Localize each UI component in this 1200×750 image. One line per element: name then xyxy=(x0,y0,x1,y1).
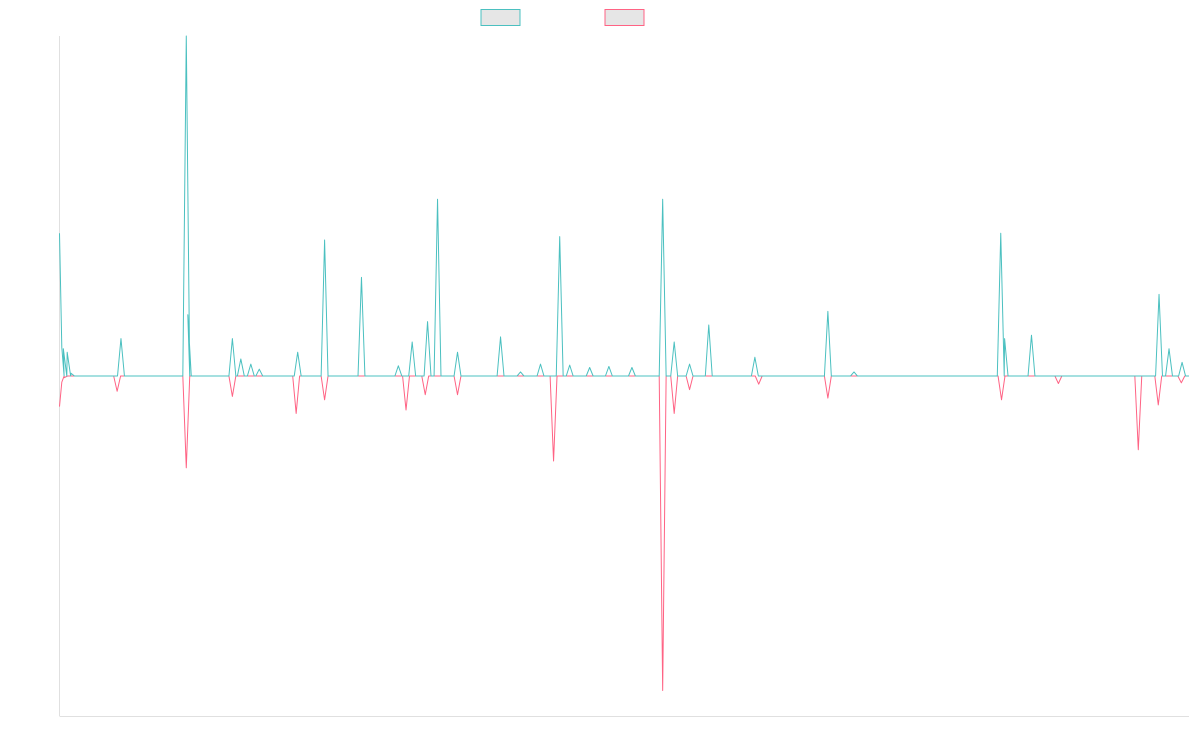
series-layer xyxy=(59,35,1189,691)
legend-swatch-series-a[interactable] xyxy=(480,9,521,26)
legend xyxy=(480,9,645,26)
legend-swatch-series-b[interactable] xyxy=(604,9,645,26)
series-line-a xyxy=(59,35,1189,377)
series-line-b xyxy=(59,375,1189,691)
axes xyxy=(59,36,1189,717)
